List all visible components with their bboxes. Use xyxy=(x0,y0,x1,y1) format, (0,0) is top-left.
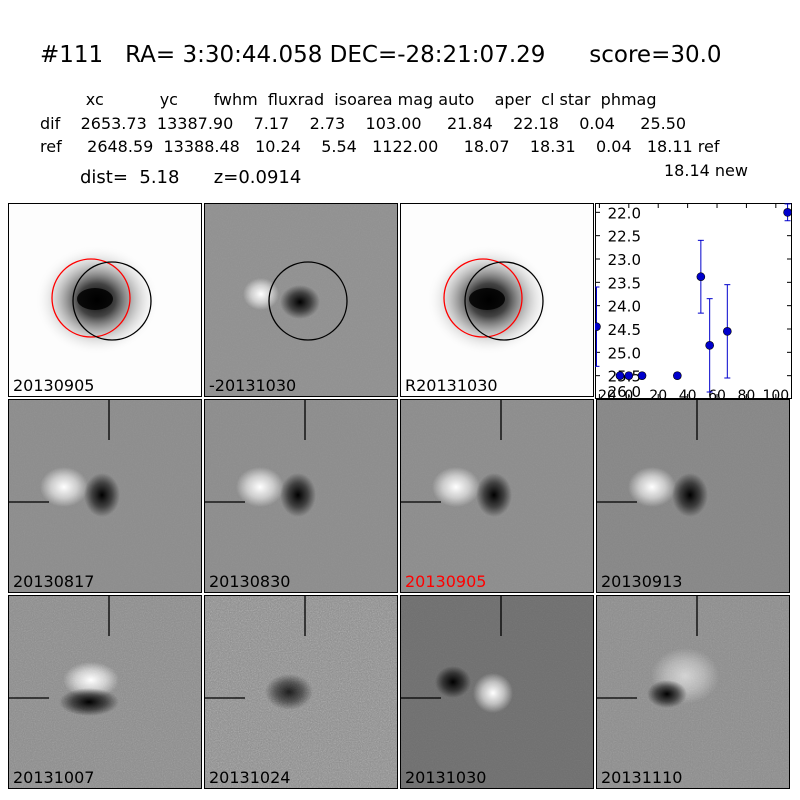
stamp-label: 20130905 xyxy=(405,572,487,591)
dif-circle xyxy=(464,261,544,341)
ref-row: ref 2648.59 13388.48 10.24 5.54 1122.00 … xyxy=(40,137,720,156)
data-point xyxy=(783,208,792,217)
dif-row: dif 2653.73 13387.90 7.17 2.73 103.00 21… xyxy=(40,114,687,133)
dif-circle xyxy=(72,261,152,341)
y-tick-label: 25.5 xyxy=(608,368,641,386)
stamp-label: 20130913 xyxy=(601,572,683,591)
data-point xyxy=(723,327,732,336)
page-title: #111 RA= 3:30:44.058 DEC=-28:21:07.29 sc… xyxy=(40,42,722,68)
stamp-panel: 20131110 xyxy=(596,595,790,789)
stamp-label: 20131110 xyxy=(601,768,683,787)
data-point xyxy=(696,272,706,282)
data-point xyxy=(615,371,625,380)
x-tick-label: 20 xyxy=(649,388,667,399)
y-tick-label: 24.0 xyxy=(608,298,641,316)
plot-frame xyxy=(595,203,792,399)
x-tick-label: 40 xyxy=(679,388,697,399)
stamp-label: R20131030 xyxy=(405,376,498,395)
x-tick-label: 0 xyxy=(624,388,633,399)
stamp-panel: 20131030 xyxy=(400,595,594,789)
new-mag-row: 18.14 new xyxy=(664,161,748,180)
x-tick-label: 100 xyxy=(762,388,789,399)
stamp-label: 20131024 xyxy=(209,768,291,787)
data-point xyxy=(705,341,714,350)
y-tick-label: 25.0 xyxy=(608,344,641,362)
y-tick-label: 23.0 xyxy=(608,251,641,269)
y-tick-label: 24.5 xyxy=(608,321,641,339)
x-tick-label: 60 xyxy=(708,388,726,399)
data-point xyxy=(673,371,682,380)
stamp-label: 20131007 xyxy=(13,768,95,787)
dif-circle xyxy=(268,261,348,341)
y-tick-label: 26.0 xyxy=(608,383,641,399)
stamp-panel: 20130905 xyxy=(8,203,202,397)
x-tick-label: 20 xyxy=(598,388,616,399)
data-point xyxy=(637,371,647,380)
stamp-panel: 20130830 xyxy=(204,399,398,593)
ref-circle xyxy=(51,258,131,338)
stamp-label: 20130817 xyxy=(13,572,95,591)
data-point xyxy=(624,371,634,380)
stamp-panel: 20130913 xyxy=(596,399,790,593)
dist-line: dist= 5.18 z=0.0914 xyxy=(80,167,302,188)
y-tick-label: 22.0 xyxy=(608,204,641,222)
y-tick-label: 23.5 xyxy=(608,274,641,292)
stamp-panel: -20131030 xyxy=(204,203,398,397)
stamp-panel: 20130817 xyxy=(8,399,202,593)
stamp-panel: 20130905 xyxy=(400,399,594,593)
stamp-panel: 20131024 xyxy=(204,595,398,789)
stamp-panel: 20131007 xyxy=(8,595,202,789)
light-curve-chart: 22.022.523.023.524.024.525.025.526.020 0 2… xyxy=(595,203,792,399)
y-tick-label: 22.5 xyxy=(608,228,641,246)
ref-circle xyxy=(443,258,523,338)
stamp-panel: R20131030 xyxy=(400,203,594,397)
stamp-label: -20131030 xyxy=(209,376,297,395)
table-header-row: xc yc fwhm fluxrad isoarea mag auto aper… xyxy=(40,90,657,109)
data-point xyxy=(595,322,601,331)
stamp-label: 20131030 xyxy=(405,768,487,787)
stamp-label: 20130905 xyxy=(13,376,95,395)
x-tick-label: 80 xyxy=(738,388,756,399)
stamp-label: 20130830 xyxy=(209,572,291,591)
